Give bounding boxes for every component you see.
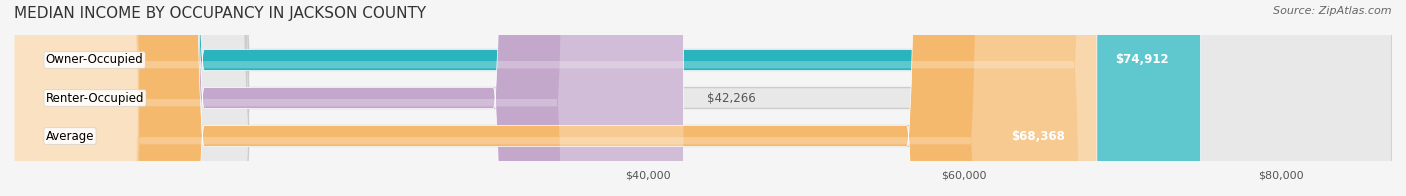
FancyBboxPatch shape <box>14 0 1201 196</box>
FancyBboxPatch shape <box>14 0 1392 196</box>
Text: MEDIAN INCOME BY OCCUPANCY IN JACKSON COUNTY: MEDIAN INCOME BY OCCUPANCY IN JACKSON CO… <box>14 6 426 21</box>
FancyBboxPatch shape <box>14 0 1392 196</box>
FancyBboxPatch shape <box>14 0 1392 196</box>
Text: Source: ZipAtlas.com: Source: ZipAtlas.com <box>1274 6 1392 16</box>
Text: $42,266: $42,266 <box>707 92 756 104</box>
FancyBboxPatch shape <box>14 0 1201 196</box>
FancyBboxPatch shape <box>14 0 1097 196</box>
Text: $68,368: $68,368 <box>1011 130 1066 142</box>
Text: $74,912: $74,912 <box>1115 54 1168 66</box>
FancyBboxPatch shape <box>14 0 683 196</box>
Text: Owner-Occupied: Owner-Occupied <box>46 54 143 66</box>
Text: Average: Average <box>46 130 94 142</box>
Text: Renter-Occupied: Renter-Occupied <box>46 92 145 104</box>
FancyBboxPatch shape <box>14 0 1097 196</box>
FancyBboxPatch shape <box>14 0 683 196</box>
